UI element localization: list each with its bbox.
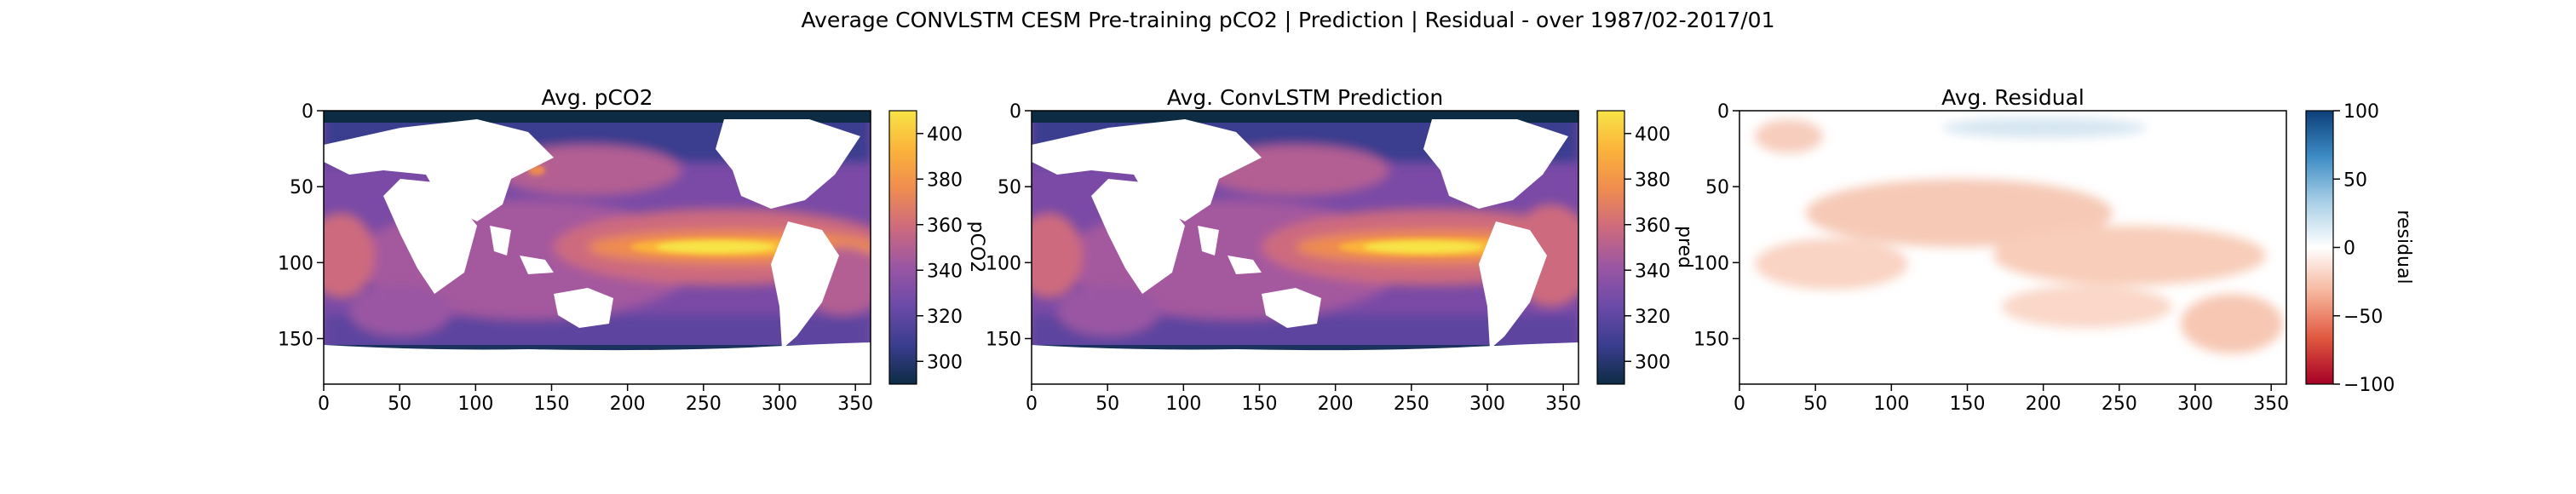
y-tick-label: 0: [302, 101, 313, 123]
y-tick-label: 150: [986, 330, 1021, 351]
colorbar-tick-label: 320: [1635, 307, 1670, 328]
x-tick-label: 150: [1950, 393, 1986, 415]
x-tick-label: 100: [1165, 393, 1201, 415]
x-tick-label: 150: [1242, 393, 1278, 415]
colorbar: 100 50 0 −50 −100 residual: [2305, 101, 2414, 396]
panel-title: Avg. Residual: [1941, 85, 2084, 110]
x-tick-label: 350: [837, 393, 873, 415]
panel-pco2: Avg. pCO2: [278, 85, 987, 415]
x-tick-label: 300: [762, 393, 797, 415]
x-tick-label: 200: [610, 393, 646, 415]
y-tick-label: 100: [1693, 253, 1729, 274]
y-axis: 0 50 100 150: [1693, 101, 1739, 351]
plot-frame: [1031, 110, 1579, 385]
y-tick-label: 100: [278, 253, 313, 274]
colorbar-tick-label: −50: [2343, 307, 2383, 328]
colorbar-tick-label: 340: [927, 261, 963, 282]
colorbar-tick-label: 100: [2343, 101, 2379, 123]
y-tick-label: 50: [998, 177, 1021, 198]
x-tick-label: 300: [1469, 393, 1505, 415]
y-tick-label: 0: [1009, 101, 1021, 123]
colorbar-tick-label: 50: [2343, 169, 2367, 191]
x-axis: 0 50 100 150 200 250 300 350: [318, 384, 873, 415]
colorbar-tick-label: 0: [2343, 238, 2355, 260]
y-tick-label: 150: [278, 330, 313, 351]
x-tick-label: 200: [2026, 393, 2061, 415]
colorbar-tick-label: −100: [2343, 375, 2395, 396]
heatmap-field: [1739, 111, 2286, 384]
plot-frame: [323, 110, 871, 385]
colorbar-label: pred: [1674, 226, 1695, 268]
x-tick-label: 250: [686, 393, 722, 415]
x-tick-label: 350: [2253, 393, 2289, 415]
colorbar-label: pCO2: [966, 221, 987, 273]
colorbar: 300 320 340 360 380 400 pred: [1596, 110, 1695, 385]
y-axis: 0 50 100 150: [278, 101, 324, 351]
panel-title: Avg. ConvLSTM Prediction: [1167, 85, 1443, 110]
heatmap-field: [324, 111, 871, 384]
x-tick-label: 0: [318, 393, 330, 415]
colorbar-tick-label: 400: [927, 124, 963, 146]
colorbar-label: residual: [2393, 210, 2414, 284]
y-tick-label: 150: [1693, 330, 1729, 351]
y-tick-label: 50: [1705, 177, 1729, 198]
x-tick-label: 50: [1095, 393, 1119, 415]
colorbar-tick-label: 400: [1635, 124, 1670, 146]
colorbar-tick-label: 320: [927, 307, 963, 328]
land-mask: [1032, 119, 1578, 384]
x-tick-label: 50: [388, 393, 411, 415]
land-mask: [324, 119, 871, 384]
y-tick-label: 100: [986, 253, 1021, 274]
plot-frame: [1739, 110, 2287, 385]
x-tick-label: 100: [1873, 393, 1909, 415]
colorbar-tick-label: 380: [1635, 169, 1670, 191]
x-tick-label: 50: [1803, 393, 1827, 415]
x-tick-label: 300: [2177, 393, 2213, 415]
x-tick-label: 0: [1734, 393, 1745, 415]
panel-residual: Avg. Residual 0 50 100 150 200 250 300 350 0501…: [1693, 85, 2414, 415]
colorbar-tick-label: 360: [927, 215, 963, 237]
heatmap-field: [1032, 111, 1578, 384]
x-tick-label: 250: [2102, 393, 2137, 415]
x-tick-label: 0: [1026, 393, 1038, 415]
x-tick-label: 350: [1545, 393, 1581, 415]
colorbar-tick-label: 380: [927, 169, 963, 191]
x-tick-label: 100: [457, 393, 493, 415]
colorbar-tick-label: 360: [1635, 215, 1670, 237]
panel-title: Avg. pCO2: [541, 85, 653, 110]
x-axis: 0 50 100 150 200 250 300 350: [1026, 384, 1581, 415]
y-tick-label: 50: [290, 177, 313, 198]
colorbar-tick-label: 300: [927, 352, 963, 373]
panel-prediction: Avg. ConvLSTM Prediction: [986, 85, 1695, 415]
y-tick-label: 0: [1717, 101, 1729, 123]
colorbar-tick-label: 300: [1635, 352, 1670, 373]
x-axis: 0 50 100 150 200 250 300 350: [1734, 384, 2289, 415]
figure-title: Average CONVLSTM CESM Pre-training pCO2 …: [802, 8, 1775, 32]
x-tick-label: 200: [1318, 393, 1354, 415]
x-tick-label: 150: [534, 393, 570, 415]
colorbar: 300 320 340 360 380 400 pCO2: [888, 110, 987, 385]
colorbar-tick-label: 340: [1635, 261, 1670, 282]
x-tick-label: 250: [1394, 393, 1429, 415]
y-axis: 0 50 100 150: [986, 101, 1032, 351]
